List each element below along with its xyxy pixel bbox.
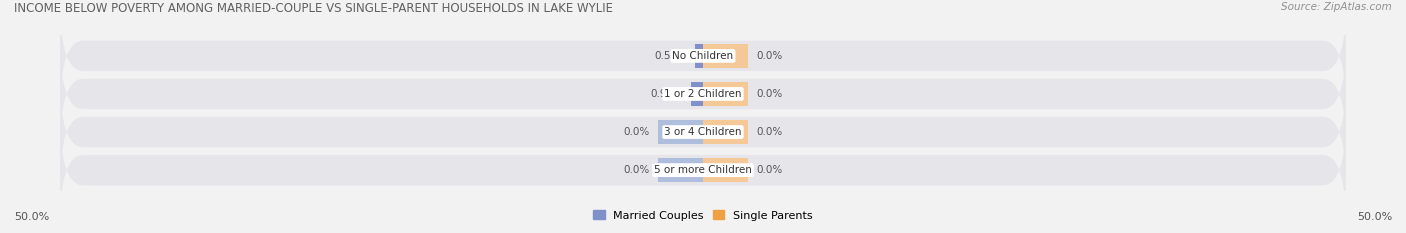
FancyBboxPatch shape [60,41,1346,147]
Bar [658,120,703,144]
Text: 0.0%: 0.0% [756,165,782,175]
Bar [658,158,703,182]
Text: 50.0%: 50.0% [1357,212,1392,222]
Text: 0.58%: 0.58% [655,51,688,61]
Text: 50.0%: 50.0% [14,212,49,222]
Text: INCOME BELOW POVERTY AMONG MARRIED-COUPLE VS SINGLE-PARENT HOUSEHOLDS IN LAKE WY: INCOME BELOW POVERTY AMONG MARRIED-COUPL… [14,2,613,15]
FancyBboxPatch shape [60,79,1346,185]
Bar [703,120,748,144]
Text: 0.0%: 0.0% [624,165,650,175]
Text: 0.0%: 0.0% [756,51,782,61]
Text: 0.95%: 0.95% [650,89,683,99]
Bar [703,82,748,106]
Bar [703,44,748,68]
Bar [703,158,748,182]
Text: 5 or more Children: 5 or more Children [654,165,752,175]
Text: 0.0%: 0.0% [756,127,782,137]
Bar [696,44,703,68]
FancyBboxPatch shape [60,3,1346,109]
Text: Source: ZipAtlas.com: Source: ZipAtlas.com [1281,2,1392,12]
Text: 0.0%: 0.0% [624,127,650,137]
Text: 1 or 2 Children: 1 or 2 Children [664,89,742,99]
Text: 0.0%: 0.0% [756,89,782,99]
Bar [690,82,703,106]
Text: 3 or 4 Children: 3 or 4 Children [664,127,742,137]
Text: No Children: No Children [672,51,734,61]
Legend: Married Couples, Single Parents: Married Couples, Single Parents [589,206,817,225]
FancyBboxPatch shape [60,117,1346,223]
